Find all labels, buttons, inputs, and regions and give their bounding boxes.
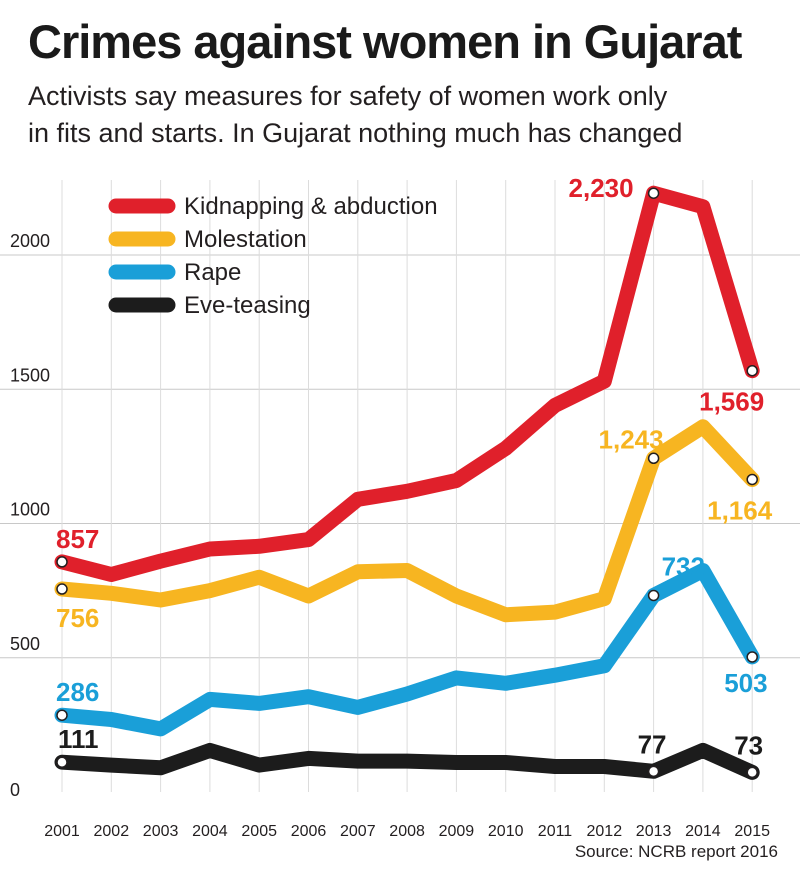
legend-label: Rape	[184, 259, 241, 286]
x-tick-label-2012: 2012	[587, 823, 623, 840]
chart-subtitle: Activists say measures for safety of wom…	[28, 78, 788, 152]
x-tick-label-2015: 2015	[734, 823, 770, 840]
y-tick-label-1500: 1500	[10, 365, 50, 385]
data-marker	[56, 709, 68, 721]
series-line-1	[54, 419, 760, 623]
data-label: 1,164	[707, 495, 773, 525]
series-line-2	[54, 563, 760, 737]
x-tick-label-2011: 2011	[538, 823, 573, 840]
x-tick-label-2013: 2013	[636, 823, 672, 840]
data-label: 77	[638, 729, 667, 759]
x-tick-label-2004: 2004	[192, 823, 228, 840]
horizontal-gridlines	[0, 254, 800, 659]
y-tick-label-500: 500	[10, 634, 40, 654]
legend-label: Eve-teasing	[184, 292, 311, 319]
y-tick-label-1000: 1000	[10, 500, 50, 520]
x-tick-label-2010: 2010	[488, 823, 524, 840]
data-marker	[647, 452, 660, 465]
subtitle-line-1: Activists say measures for safety of wom…	[28, 81, 668, 111]
data-marker	[56, 556, 68, 568]
source-note: Source: NCRB report 2016	[574, 842, 778, 861]
x-tick-label-2007: 2007	[340, 823, 376, 840]
data-marker	[56, 756, 68, 768]
x-tick-label-2014: 2014	[685, 823, 721, 840]
data-marker	[647, 765, 660, 778]
data-label: 2,230	[569, 173, 634, 203]
data-label: 857	[56, 524, 99, 554]
series-line-0	[54, 185, 760, 582]
legend-label: Kidnapping & abduction	[184, 193, 438, 220]
data-label: 73	[734, 730, 763, 760]
series-lines	[54, 185, 760, 780]
chart-title: Crimes against women in Gujarat	[28, 15, 742, 68]
x-tick-label-2009: 2009	[439, 823, 475, 840]
data-label: 1,243	[599, 424, 664, 454]
y-axis: 0 500 1000 1500 2000	[10, 231, 50, 800]
x-tick-label-2002: 2002	[94, 823, 130, 840]
data-label: 732	[662, 551, 705, 581]
data-marker	[746, 651, 758, 663]
x-tick-label-2003: 2003	[143, 823, 179, 840]
series-line-3	[54, 742, 760, 780]
data-marker	[56, 583, 68, 595]
data-marker	[746, 364, 758, 377]
x-tick-label-2006: 2006	[291, 823, 327, 840]
data-marker	[647, 589, 660, 602]
data-label: 111	[58, 724, 99, 754]
data-marker	[647, 187, 660, 199]
data-labels: 857 2,230 1,569 756 1,243 1,164 286 732 503 111 77…	[56, 173, 773, 760]
data-label: 756	[56, 603, 99, 633]
x-axis: 2001 2002 2003 2004 2005 2006 2007 2008 2009 2010…	[44, 823, 770, 840]
legend-label: Molestation	[184, 226, 307, 253]
data-label: 1,569	[699, 387, 764, 417]
x-tick-label-2001: 2001	[44, 823, 80, 840]
y-tick-label-2000: 2000	[10, 231, 50, 251]
y-tick-label-0: 0	[10, 780, 20, 800]
data-label: 503	[724, 668, 767, 698]
data-marker	[746, 473, 758, 486]
legend: Kidnapping & abduction Molestation Rape Eve…	[108, 193, 438, 319]
data-label: 286	[56, 677, 99, 707]
x-tick-label-2005: 2005	[241, 823, 277, 840]
data-marker	[746, 766, 758, 779]
x-tick-label-2008: 2008	[389, 823, 425, 840]
subtitle-line-2: in fits and starts. In Gujarat nothing m…	[28, 118, 683, 148]
data-markers	[56, 187, 758, 779]
